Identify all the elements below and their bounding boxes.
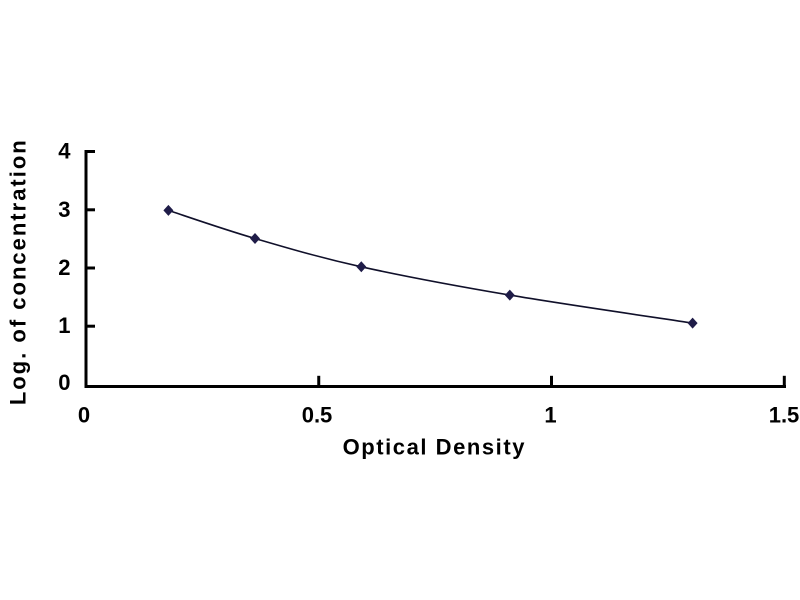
- svg-text:3: 3: [58, 197, 70, 222]
- svg-text:Log. of concentration: Log. of concentration: [6, 138, 31, 405]
- svg-text:1: 1: [58, 313, 70, 338]
- svg-text:0: 0: [78, 403, 90, 428]
- svg-text:Optical Density: Optical Density: [343, 435, 526, 460]
- svg-text:2: 2: [58, 255, 70, 280]
- svg-text:1.5: 1.5: [769, 403, 800, 428]
- svg-text:1: 1: [544, 403, 556, 428]
- svg-text:0.5: 0.5: [302, 403, 333, 428]
- svg-text:4: 4: [58, 139, 71, 164]
- svg-text:0: 0: [58, 370, 70, 395]
